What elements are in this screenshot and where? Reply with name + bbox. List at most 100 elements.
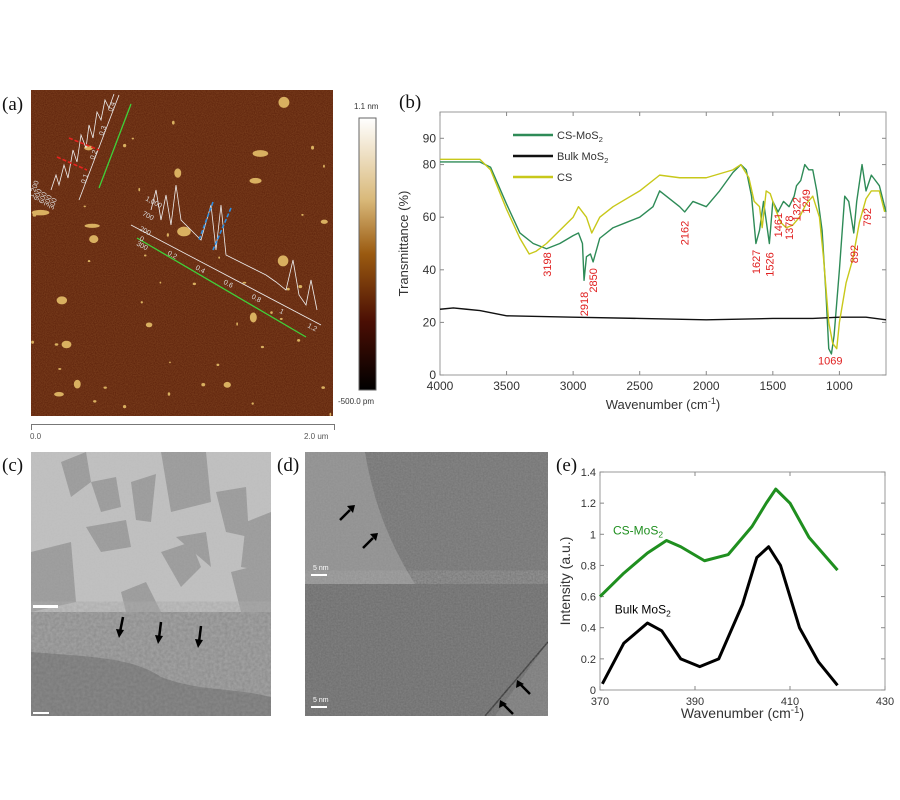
afm-particle [329,412,332,416]
afm-particle [174,168,182,178]
arrow-icons [116,616,203,648]
afm-particle [249,312,257,323]
afm-particle [278,96,290,108]
afm-particle [31,340,34,344]
peak-annotation: 3198 [542,252,554,276]
afm-particle [169,361,171,364]
tem-image-d: 5 nm 5 nm [305,452,548,716]
profile1-ytick: 300 [48,197,59,210]
peak-annotation: 2162 [680,221,692,245]
series-bulk-mos2 [601,545,839,687]
raman-chart: 370 390 410 430 0 0.2 0.4 0.6 0.8 1 1.2 1.4 Wavenumb… [557,467,894,721]
y-tick-label: 0.2 [581,654,596,666]
x-tick-label: 4000 [427,379,454,393]
series-label: CS-MoS2 [613,523,663,539]
profile2-ytick: 700 [141,211,155,223]
x-tick-label: 3500 [493,379,520,393]
afm-particle [192,282,197,286]
x-axis-label: Wavenumber (cm-1) [606,396,721,412]
peak-annotation: 1526 [764,252,776,276]
profile2-ytick: 300 [135,241,149,253]
series-bulk-mos2 [439,307,887,321]
afm-particle [159,281,162,284]
afm-particle [260,345,265,349]
profile1-tick: 0.1 [80,173,90,185]
y-tick-label: 0.6 [581,592,596,604]
height-profile-2 [130,184,322,326]
afm-particles [31,96,332,416]
trace-line-2 [136,237,307,338]
peak-annotation: 1627 [751,250,763,274]
afm-particle [138,187,141,192]
profile1-ytick: 900 [33,188,44,201]
afm-particle [171,120,175,125]
y-axis-label: Intensity (a.u.) [557,537,573,626]
peak-annotation: 892 [849,245,861,263]
x-axis-label: Wavenumber (cm-1) [681,705,804,721]
legend-label: Bulk MoS2 [557,151,608,165]
height-profile-1 [50,93,120,201]
peak-annotation: 1322 [792,197,804,221]
scale-bar [31,424,335,430]
y-tick-label: 1.2 [581,498,596,510]
afm-particle [286,287,290,291]
colorbar [358,117,377,391]
legend-label: CS [557,172,572,184]
afm-particle [297,339,301,342]
afm-particle [270,311,273,314]
afm-particle [321,386,325,389]
panel-label-d: (d) [277,455,300,476]
trace-line-1 [98,103,132,189]
afm-particle [320,219,328,224]
afm-particle [54,343,59,346]
series-label: Bulk MoS2 [615,603,671,619]
plot-area [439,111,887,376]
y-axis-label: Transmittance (%) [396,191,411,297]
afm-particle [167,392,171,396]
afm-particle [236,322,238,326]
afm-particle [145,322,153,328]
profile1-tick: 0.4 [107,101,117,113]
afm-particle [166,233,169,237]
profile2-tick: 1 [278,308,285,316]
legend-label: CS-MoS2 [557,130,603,144]
colorbar-max-label: 1.1 nm [354,102,379,111]
panel-label-a: (a) [2,94,24,115]
afm-particle [143,254,147,257]
afm-particle [56,296,68,305]
panel-label-b: (b) [399,92,422,113]
y-tick-label: 90 [423,131,437,145]
profile1-ytick: 300 [43,194,54,207]
blue-markers [198,201,232,251]
peak-annotation: 1461 [773,213,785,237]
afm-particle [93,400,97,403]
y-tick-label: 0.4 [581,623,596,635]
scale-end-label: 2.0 um [304,432,329,441]
profile2-tick: 0.6 [222,279,234,290]
profile2-tick: 1.2 [306,323,318,334]
panel-label-e: (e) [556,455,578,476]
x-tick-label: 370 [591,696,609,708]
afm-particle [61,340,72,349]
profile1-ytick: 600 [38,191,49,204]
scale-label-d-bottom: 5 nm [313,697,329,704]
afm-particle [323,164,325,168]
afm-image: 0.10.20.30.41,20090060030030000.20.40.60… [31,90,333,416]
afm-particle [87,259,91,263]
afm-particle [242,281,247,284]
afm-particle [58,368,62,370]
x-tick-label: 390 [686,696,704,708]
profile2-tick: 0.8 [250,294,262,305]
x-tick-label: 1500 [759,379,786,393]
x-tick-label: 3000 [560,379,587,393]
y-tick-label: 1.4 [581,467,596,479]
panel-label-c: (c) [2,455,24,476]
afm-particle [311,145,315,150]
arrow-icons-d [339,505,531,715]
afm-particle [103,386,107,389]
series-cs [440,158,886,350]
afm-particle [249,177,262,184]
afm-particle [301,213,304,216]
peak-annotation: 1249 [801,189,813,213]
peak-annotation: 1378 [784,215,796,239]
